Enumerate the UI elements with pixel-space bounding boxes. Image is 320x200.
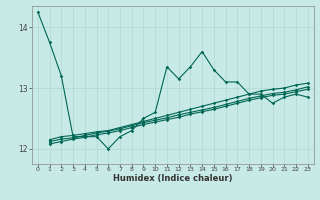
- X-axis label: Humidex (Indice chaleur): Humidex (Indice chaleur): [113, 174, 233, 183]
